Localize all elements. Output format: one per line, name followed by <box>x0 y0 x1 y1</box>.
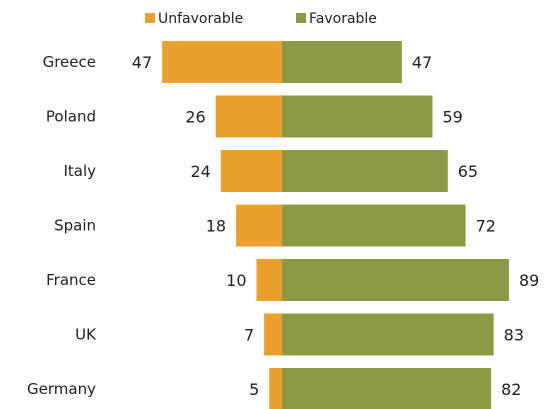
value-label-favorable-italy: 65 <box>458 162 478 181</box>
value-label-unfavorable-greece: 47 <box>132 53 152 72</box>
value-label-unfavorable-italy: 24 <box>190 162 210 181</box>
bar-favorable-greece <box>282 41 402 83</box>
bars <box>162 41 509 409</box>
value-label-favorable-uk: 83 <box>504 326 524 345</box>
bar-favorable-italy <box>282 150 448 192</box>
value-label-unfavorable-uk: 7 <box>244 326 254 345</box>
bar-unfavorable-france <box>256 259 282 301</box>
value-label-favorable-poland: 59 <box>442 108 462 127</box>
legend-swatch-favorable <box>296 13 306 23</box>
legend-swatch-unfavorable <box>145 13 155 23</box>
value-label-favorable-germany: 82 <box>501 380 521 399</box>
bar-unfavorable-poland <box>215 95 282 138</box>
category-label-poland: Poland <box>46 108 96 126</box>
bar-unfavorable-spain <box>236 204 282 247</box>
value-label-unfavorable-poland: 26 <box>185 108 205 127</box>
bar-favorable-france <box>282 259 509 301</box>
labels: Greece 47 47 Poland 26 59 Italy 24 65 Spain 18 72 Fr… <box>27 53 539 399</box>
value-label-favorable-france: 89 <box>519 271 539 290</box>
category-label-uk: UK <box>75 326 97 344</box>
legend-label-favorable: Favorable <box>309 11 377 27</box>
category-label-italy: Italy <box>63 162 96 180</box>
value-label-favorable-greece: 47 <box>412 53 432 72</box>
value-label-favorable-spain: 72 <box>476 217 496 236</box>
bar-favorable-poland <box>282 95 433 138</box>
legend-label-unfavorable: Unfavorable <box>158 11 243 27</box>
category-label-spain: Spain <box>54 217 96 235</box>
bar-favorable-uk <box>282 313 494 356</box>
value-label-unfavorable-germany: 5 <box>249 380 259 399</box>
bar-unfavorable-greece <box>162 41 282 83</box>
bar-favorable-spain <box>282 204 466 247</box>
value-label-unfavorable-spain: 18 <box>206 217 226 236</box>
bar-unfavorable-italy <box>220 150 282 192</box>
category-label-germany: Germany <box>27 380 96 398</box>
bar-unfavorable-germany <box>269 368 282 409</box>
category-label-greece: Greece <box>43 53 96 71</box>
legend: Unfavorable Favorable <box>145 11 377 27</box>
category-label-france: France <box>46 271 96 289</box>
bar-unfavorable-uk <box>264 313 282 356</box>
bar-favorable-germany <box>282 368 492 409</box>
value-label-unfavorable-france: 10 <box>226 271 246 290</box>
